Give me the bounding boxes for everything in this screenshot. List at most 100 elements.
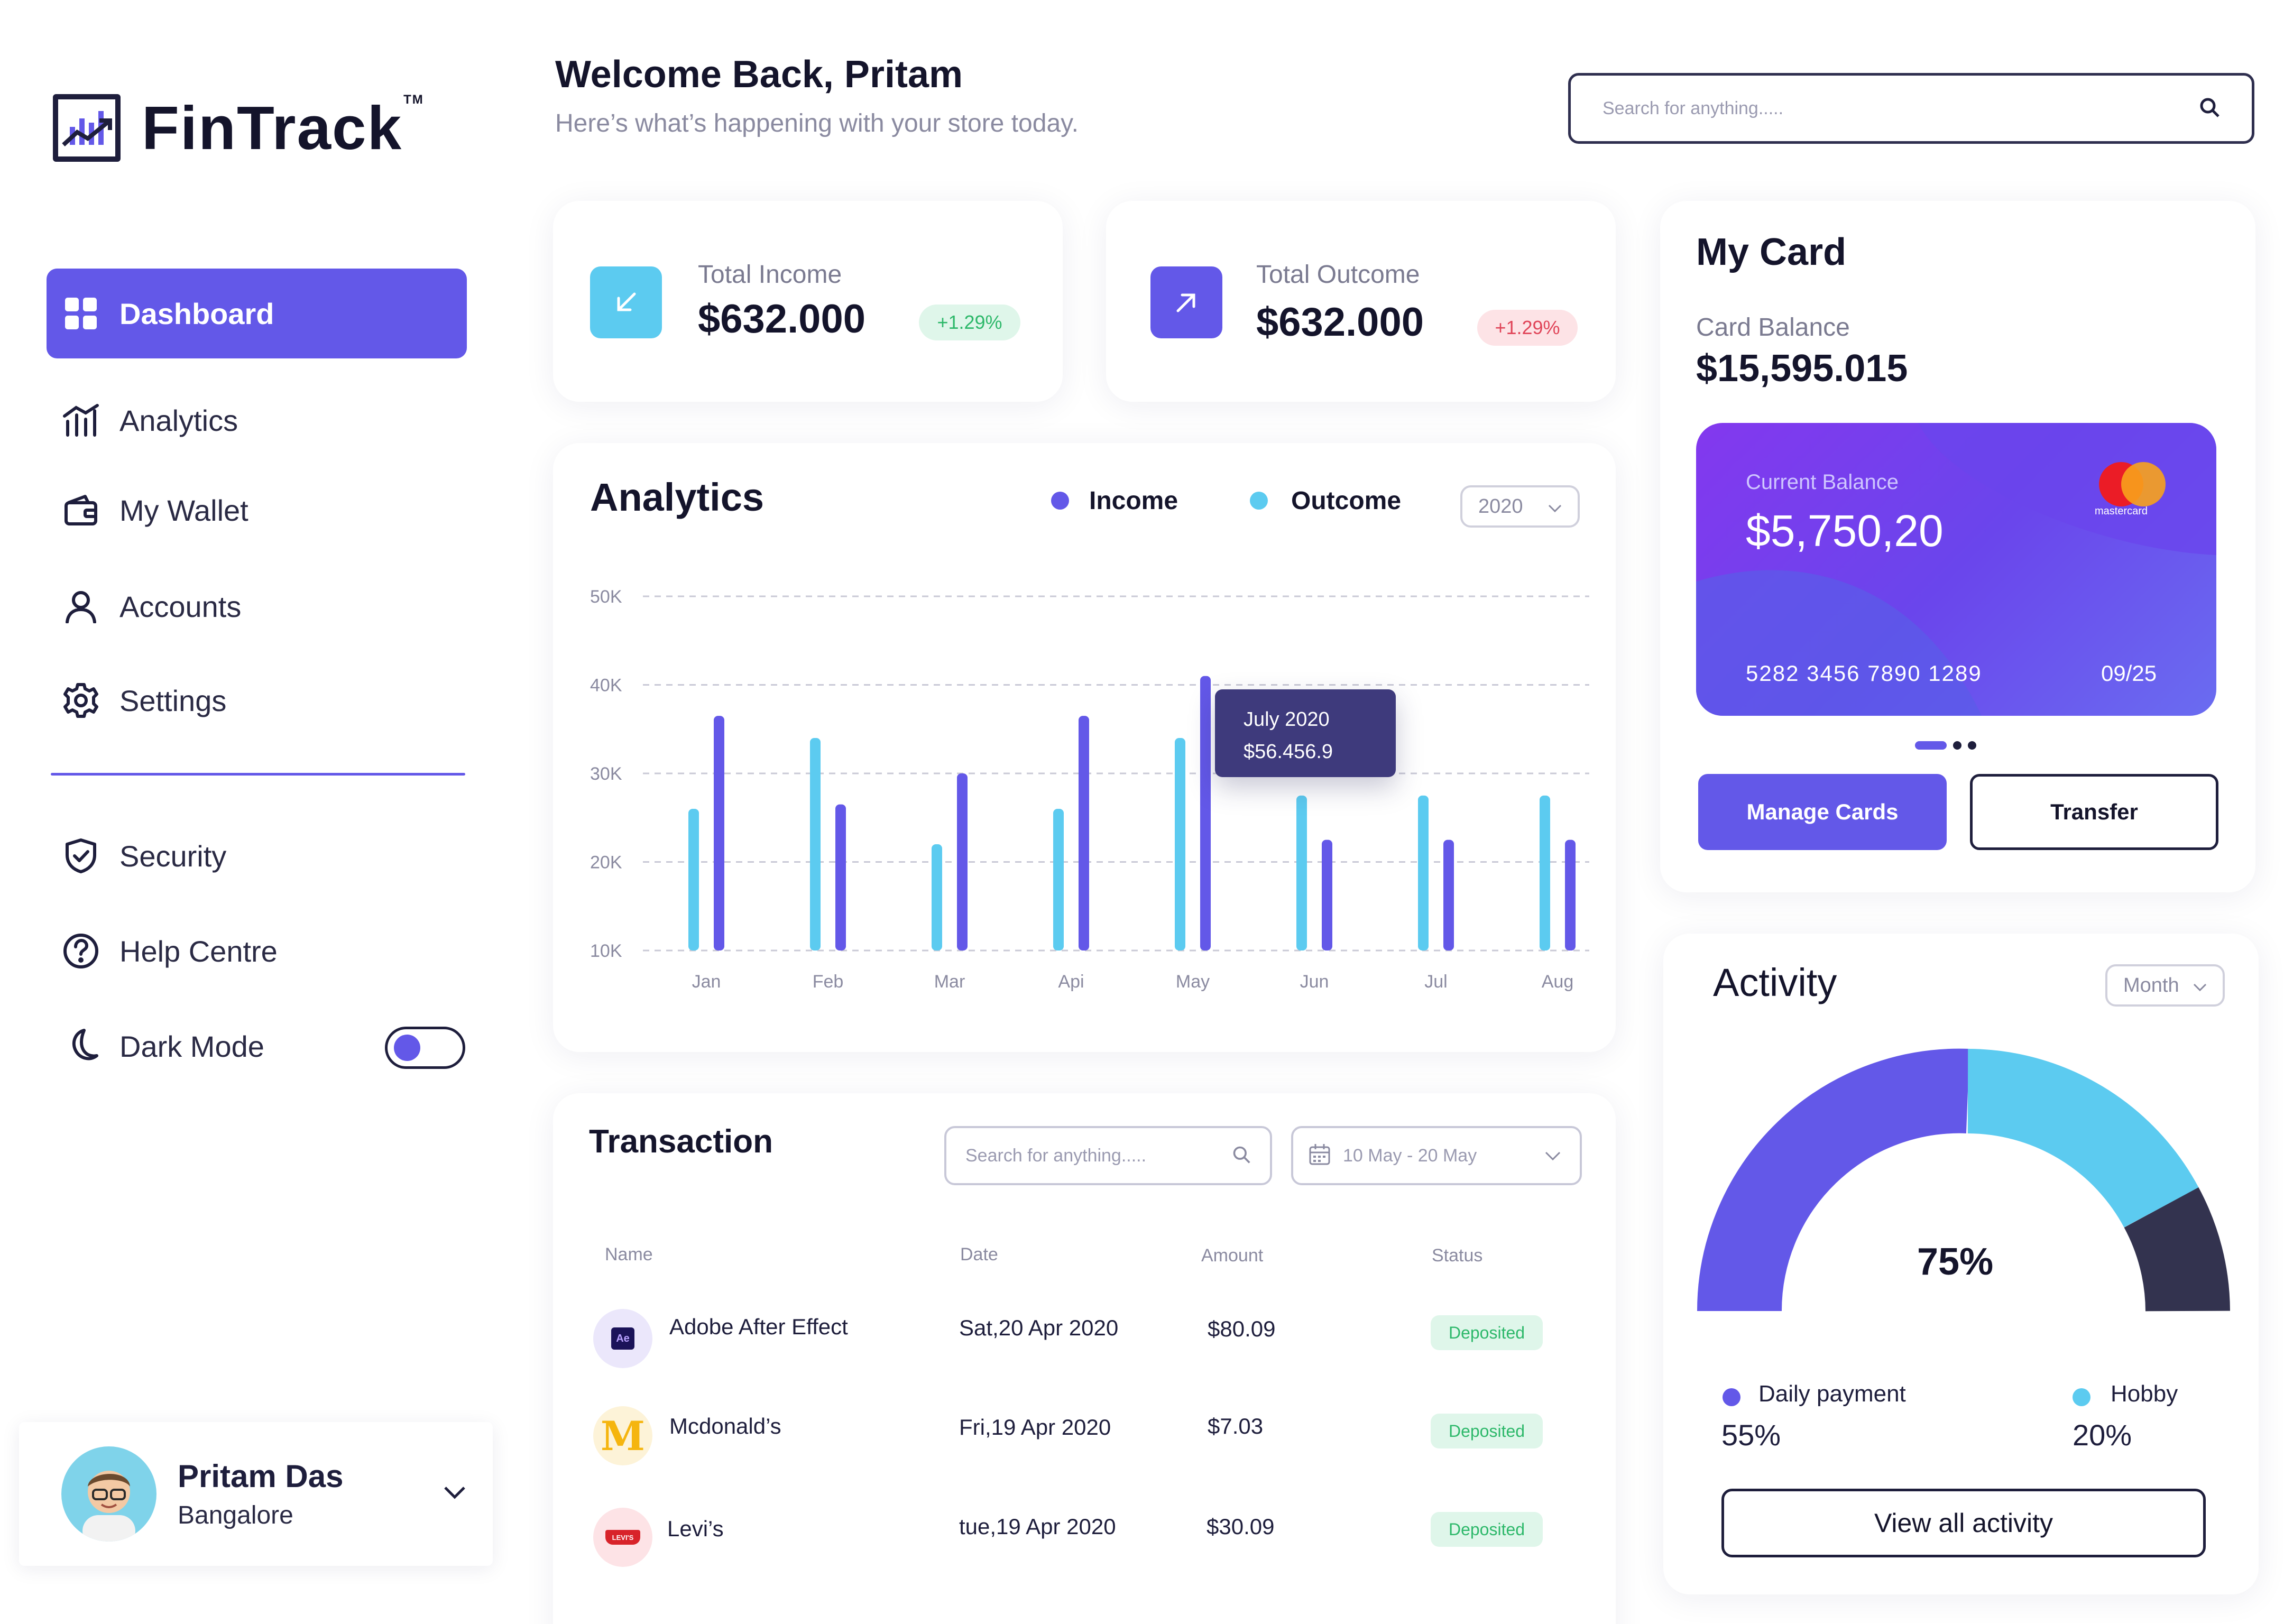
- year-select[interactable]: 2020: [1460, 485, 1580, 528]
- sidebar-item-my-wallet[interactable]: My Wallet: [47, 465, 467, 555]
- section-title: Activity: [1713, 961, 1837, 1004]
- card-background-shapes: [1696, 423, 2216, 716]
- total-outcome-card: Total Outcome $632.000 +1.29%: [1106, 201, 1616, 402]
- logo[interactable]: FinTrackTM: [53, 93, 424, 163]
- page-subtitle: Here’s what’s happening with your store …: [555, 109, 1079, 137]
- sidebar-item-help-centre[interactable]: Help Centre: [47, 906, 467, 996]
- section-title: Transaction: [589, 1123, 773, 1160]
- x-tick-label: Mar: [934, 972, 965, 992]
- y-tick-label: 50K: [590, 587, 622, 607]
- transaction-amount: $30.09: [1207, 1514, 1275, 1539]
- date-range-select[interactable]: 10 May - 20 May: [1291, 1126, 1582, 1185]
- carousel-dot[interactable]: [1968, 741, 1976, 750]
- manage-cards-button[interactable]: Manage Cards: [1698, 774, 1947, 850]
- bar-income-feb[interactable]: [835, 804, 846, 951]
- sidebar-item-dashboard[interactable]: Dashboard: [47, 269, 467, 358]
- transaction-card: Transaction Search for anything..... 10 …: [553, 1093, 1616, 1624]
- legend-label-daily-payment: Daily payment: [1758, 1381, 1906, 1407]
- bar-outcome-may[interactable]: [1175, 738, 1185, 951]
- carousel-dot-active[interactable]: [1915, 741, 1947, 750]
- shield-icon: [62, 837, 99, 874]
- sidebar-divider: [51, 773, 465, 776]
- y-tick-label: 10K: [590, 941, 622, 961]
- sidebar-item-analytics[interactable]: Analytics: [47, 375, 467, 465]
- bar-income-api[interactable]: [1079, 716, 1089, 951]
- bar-income-mar[interactable]: [957, 773, 968, 951]
- profile-city: Bangalore: [178, 1501, 293, 1529]
- status-badge: Deposited: [1431, 1315, 1543, 1350]
- x-tick-label: Api: [1058, 972, 1084, 992]
- profile-name: Pritam Das: [178, 1459, 344, 1494]
- period-select-value: Month: [2123, 974, 2179, 996]
- stat-value: $632.000: [698, 297, 865, 342]
- carousel-dot[interactable]: [1953, 741, 1961, 750]
- gauge-percent: 75%: [1917, 1241, 1994, 1283]
- date-range-value: 10 May - 20 May: [1343, 1145, 1477, 1166]
- sidebar-item-label: Dark Mode: [119, 1029, 264, 1063]
- sidebar-item-security[interactable]: Security: [47, 811, 467, 901]
- bar-outcome-jan[interactable]: [688, 809, 699, 951]
- transaction-date: tue,19 Apr 2020: [959, 1514, 1116, 1539]
- profile-card[interactable]: Pritam Das Bangalore: [19, 1422, 493, 1566]
- levis-logo-icon: LEVI'S: [593, 1508, 652, 1567]
- sidebar-item-accounts[interactable]: Accounts: [47, 561, 467, 651]
- bar-outcome-aug[interactable]: [1540, 795, 1550, 951]
- gauge-segment-hobby: [1967, 1049, 2199, 1228]
- sidebar-item-label: Dashboard: [119, 297, 274, 330]
- bar-outcome-feb[interactable]: [810, 738, 821, 951]
- avatar: [61, 1446, 156, 1542]
- bar-income-may[interactable]: [1200, 676, 1211, 951]
- sidebar-item-label: Settings: [119, 684, 227, 717]
- bar-income-aug[interactable]: [1565, 839, 1576, 951]
- legend-value-hobby: 20%: [2073, 1418, 2132, 1452]
- sidebar-item-label: Help Centre: [119, 934, 278, 968]
- transaction-date: Sat,20 Apr 2020: [959, 1315, 1119, 1340]
- search-placeholder: Search for anything.....: [1603, 98, 1784, 118]
- global-search-input[interactable]: Search for anything.....: [1568, 73, 2254, 144]
- transaction-search-input[interactable]: Search for anything.....: [944, 1126, 1272, 1185]
- bar-income-jun[interactable]: [1322, 839, 1332, 951]
- tooltip-title: July 2020: [1244, 708, 1330, 731]
- bar-outcome-api[interactable]: [1053, 809, 1064, 951]
- stat-label: Total Income: [698, 261, 842, 289]
- bar-outcome-mar[interactable]: [932, 844, 942, 951]
- bar-income-jul[interactable]: [1443, 839, 1454, 951]
- search-icon[interactable]: [2199, 97, 2220, 121]
- arrow-down-left-icon: [590, 266, 662, 338]
- bar-outcome-jun[interactable]: [1296, 795, 1307, 951]
- wallet-icon: [62, 492, 99, 529]
- activity-card: Activity Month 75% Daily payment 55% Hob…: [1663, 934, 2259, 1594]
- transaction-amount: $7.03: [1208, 1414, 1264, 1438]
- sidebar-item-settings[interactable]: Settings: [47, 656, 467, 745]
- chevron-down-icon: [1548, 495, 1562, 518]
- credit-card[interactable]: Current Balance $5,750,20 mastercard 528…: [1696, 423, 2216, 716]
- chart-tooltip: July 2020 $56.456.9: [1215, 689, 1396, 777]
- levis-logo-text: LEVI'S: [605, 1530, 640, 1545]
- view-all-activity-button[interactable]: View all activity: [1721, 1489, 2206, 1557]
- legend-dot-outcome: [1250, 492, 1268, 510]
- search-icon: [1232, 1145, 1251, 1167]
- transfer-button[interactable]: Transfer: [1970, 774, 2218, 850]
- column-header-status: Status: [1432, 1245, 1483, 1266]
- grid-icon: [62, 295, 99, 332]
- dark-mode-toggle[interactable]: [385, 1027, 465, 1069]
- card-balance-label: Card Balance: [1696, 313, 1850, 342]
- column-header-amount: Amount: [1201, 1245, 1264, 1266]
- brand-name: FinTrackTM: [142, 93, 424, 162]
- help-icon: [62, 933, 99, 970]
- x-tick-label: May: [1176, 972, 1210, 992]
- chevron-down-icon: [2193, 974, 2207, 997]
- legend-dot-hobby: [2073, 1388, 2090, 1406]
- period-select[interactable]: Month: [2105, 964, 2225, 1007]
- legend-dot-income: [1051, 492, 1069, 510]
- stat-value: $632.000: [1256, 300, 1424, 345]
- analytics-card: Analytics Income Outcome 2020 10K 20K 30K 4…: [553, 443, 1616, 1052]
- card-expiry: 09/25: [2101, 661, 2157, 686]
- bar-income-jan[interactable]: [714, 716, 724, 951]
- chevron-down-icon[interactable]: [443, 1485, 466, 1503]
- legend-label-income: Income: [1089, 487, 1178, 515]
- x-tick-label: Feb: [813, 972, 844, 992]
- analytics-icon: [62, 402, 99, 439]
- bar-outcome-jul[interactable]: [1418, 795, 1429, 951]
- toggle-knob: [394, 1035, 420, 1061]
